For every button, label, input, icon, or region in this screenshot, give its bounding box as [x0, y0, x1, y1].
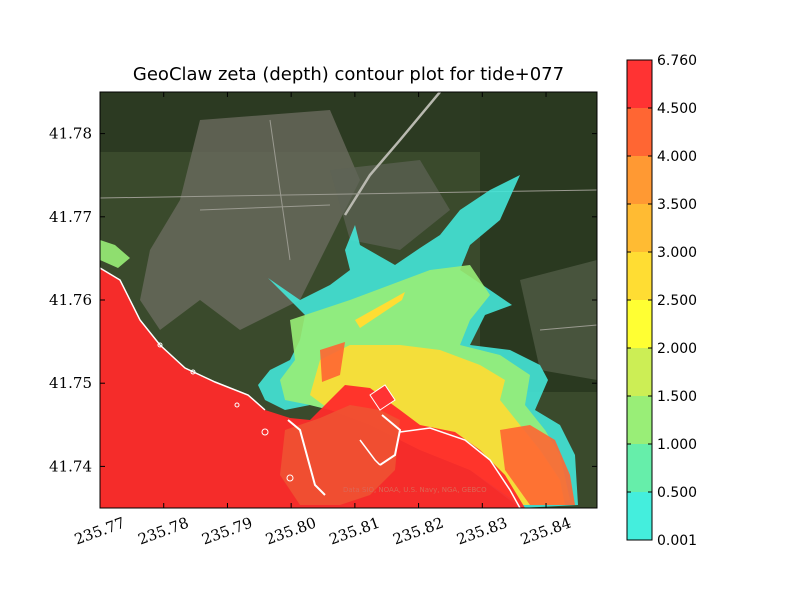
colorbar-label: 2.000: [657, 341, 697, 357]
attribution-text: Data SIO, NOAA, U.S. Navy, NGA, GEBCO: [343, 486, 487, 494]
colorbar-label: 4.000: [657, 149, 697, 165]
colorbar-segment: [627, 444, 652, 492]
colorbar-segment: [627, 348, 652, 396]
y-tick-label: 41.74: [49, 457, 92, 475]
coastline: [100, 267, 266, 411]
y-tick-label: 41.75: [49, 374, 92, 392]
inundation-deep: [500, 425, 575, 505]
colorbar-label: 4.500: [657, 101, 697, 117]
x-tick-label: 235.84: [518, 514, 573, 549]
x-tick-label: 235.77: [72, 514, 127, 549]
colorbar-label: 2.500: [657, 293, 697, 309]
y-tick-label: 41.77: [49, 208, 92, 226]
y-tick-label: 41.76: [49, 291, 92, 309]
x-tick-label: 235.81: [327, 514, 382, 549]
colorbar-label: 0.001: [657, 533, 697, 549]
chart-title: GeoClaw zeta (depth) contour plot for ti…: [132, 64, 565, 85]
colorbar-segment: [627, 108, 652, 156]
colorbar-segment: [627, 300, 652, 348]
colorbar-label: 1.500: [657, 389, 697, 405]
x-tick-label: 235.80: [263, 514, 318, 549]
highway-road: [343, 92, 441, 216]
x-tick-label: 235.82: [391, 514, 446, 549]
colorbar: 0.001 0.500 1.000 1.500 2.000 2.500 3.000 3.500…: [626, 53, 697, 549]
colorbar-segment: [627, 252, 652, 300]
colorbar-segment: [627, 60, 652, 108]
x-tick-label: 235.79: [199, 514, 254, 549]
colorbar-label: 3.000: [657, 245, 697, 261]
colorbar-label: 0.500: [657, 485, 697, 501]
colorbar-label: 6.760: [657, 53, 697, 69]
breakwater: [287, 419, 326, 496]
colorbar-label: 3.500: [657, 197, 697, 213]
inundation-high: [310, 345, 565, 505]
y-tick-label: 41.78: [49, 125, 92, 143]
colorbar-segment: [627, 156, 652, 204]
x-tick-label: 235.78: [136, 514, 191, 549]
x-tick-label: 235.83: [454, 514, 509, 549]
y-axis: 41.74 41.75 41.76 41.77 41.78: [49, 125, 597, 475]
ocean-inner-bay: [280, 405, 400, 505]
ocean-red: [100, 268, 525, 508]
colorbar-segment: [627, 492, 652, 540]
colorbar-label: 1.000: [657, 437, 697, 453]
colorbar-segment: [627, 396, 652, 444]
colorbar-segment: [627, 204, 652, 252]
map-area: Data SIO, NOAA, U.S. Navy, NGA, GEBCO: [100, 92, 597, 508]
urban-area: [140, 110, 360, 330]
